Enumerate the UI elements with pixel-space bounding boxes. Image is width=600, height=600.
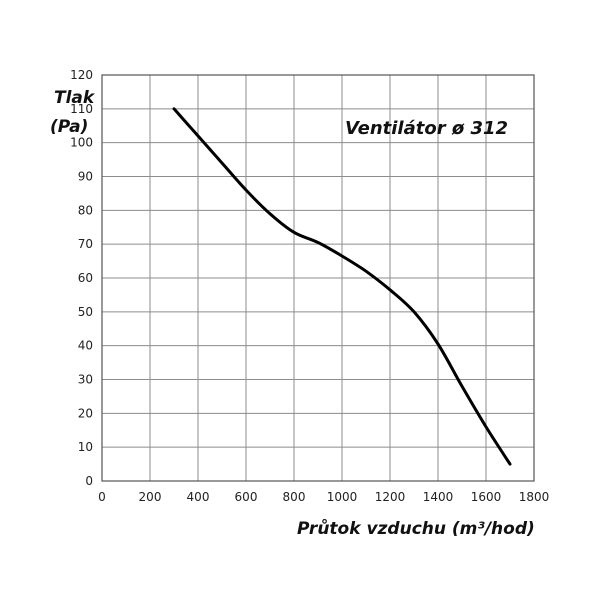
- x-tick-label: 1400: [423, 490, 454, 504]
- y-tick-label: 120: [70, 68, 93, 82]
- x-tick-labels: 0 200 400 600 800 1000 1200 1400 1600 1800: [98, 490, 549, 504]
- series-line: [172, 107, 512, 466]
- x-tick-label: 0: [98, 490, 106, 504]
- x-tick-label: 1600: [471, 490, 502, 504]
- chart-title: Ventilátor ø 312: [345, 118, 508, 139]
- x-axis-title: Průtok vzduchu (m³/hod): [297, 518, 535, 539]
- y-tick-label: 110: [70, 102, 93, 116]
- y-tick-label: 50: [78, 305, 93, 319]
- y-tick-label: 40: [78, 339, 93, 353]
- x-tick-label: 800: [283, 490, 306, 504]
- y-tick-label: 100: [70, 136, 93, 150]
- y-tick-label: 0: [85, 474, 93, 488]
- y-tick-label: 80: [78, 203, 93, 217]
- y-tick-label: 70: [78, 237, 93, 251]
- y-axis-title-line1: Tlak: [54, 88, 96, 108]
- x-tick-label: 1200: [375, 490, 406, 504]
- x-tick-label: 1800: [519, 490, 550, 504]
- x-tick-label: 400: [187, 490, 210, 504]
- x-tick-label: 600: [235, 490, 258, 504]
- y-tick-label: 60: [78, 271, 93, 285]
- y-tick-label: 90: [78, 170, 93, 184]
- x-tick-label: 200: [139, 490, 162, 504]
- y-tick-label: 10: [78, 440, 93, 454]
- x-tick-label: 1000: [327, 490, 358, 504]
- plot-frame: [101, 74, 535, 482]
- y-tick-label: 20: [78, 406, 93, 420]
- y-tick-labels: 0 10 20 30 40 50 60 70 80 90 100 110 120: [70, 68, 93, 488]
- y-tick-label: 30: [78, 373, 93, 387]
- y-axis-title-line2: (Pa): [50, 117, 88, 137]
